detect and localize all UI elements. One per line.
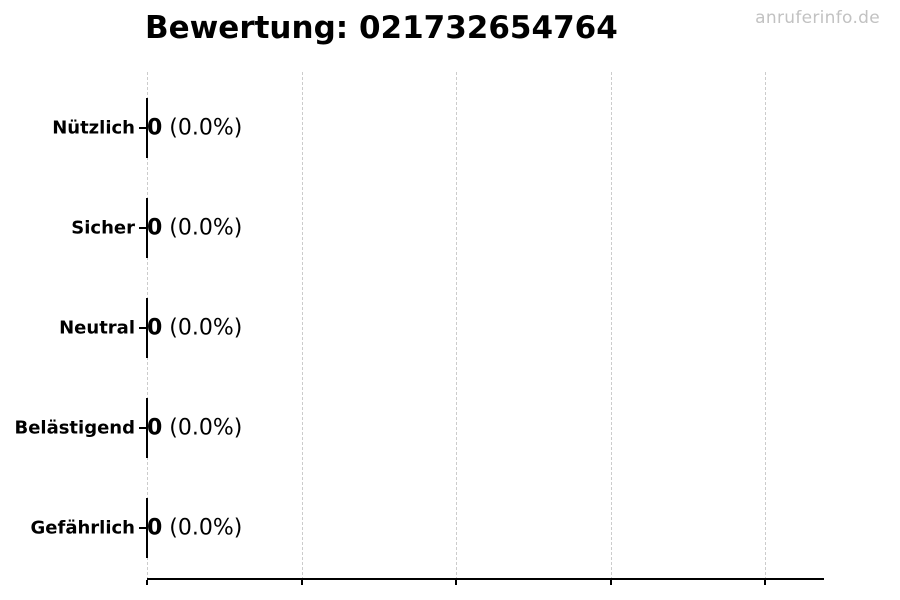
chart-title: Bewertung: 021732654764: [145, 10, 618, 46]
x-axis-line: [147, 578, 824, 580]
zero-bar: [146, 298, 148, 358]
category-tick-mark: [139, 327, 146, 329]
x-gridline: [456, 72, 457, 580]
zero-bar: [146, 198, 148, 258]
x-axis-tick: [301, 580, 303, 585]
x-axis-tick: [455, 580, 457, 585]
x-axis-tick: [764, 580, 766, 585]
bar-percentage: (0.0%): [162, 215, 243, 241]
category-label: Nützlich: [52, 117, 135, 139]
bar-value-annotation: 0 (0.0%): [147, 116, 242, 141]
category-tick-mark: [139, 527, 146, 529]
watermark-text: anruferinfo.de: [755, 8, 880, 28]
category-label: Sicher: [71, 217, 135, 239]
bar-percentage: (0.0%): [162, 515, 243, 541]
x-axis-tick: [146, 580, 148, 585]
bar-percentage: (0.0%): [162, 115, 243, 141]
zero-bar: [146, 398, 148, 458]
category-label: Gefährlich: [30, 517, 135, 539]
category-tick-mark: [139, 427, 146, 429]
plot-area: [146, 72, 824, 585]
bar-value: 0: [147, 515, 163, 541]
category-label: Neutral: [59, 317, 135, 339]
category-label: Belästigend: [14, 417, 135, 439]
bar-value: 0: [147, 215, 163, 241]
x-gridline: [302, 72, 303, 580]
bar-percentage: (0.0%): [162, 315, 243, 341]
bar-value-annotation: 0 (0.0%): [147, 316, 242, 341]
bar-percentage: (0.0%): [162, 415, 243, 441]
bar-value-annotation: 0 (0.0%): [147, 516, 242, 541]
category-tick-mark: [139, 127, 146, 129]
bar-value-annotation: 0 (0.0%): [147, 216, 242, 241]
bar-value-annotation: 0 (0.0%): [147, 416, 242, 441]
zero-bar: [146, 498, 148, 558]
x-gridline: [611, 72, 612, 580]
bar-value: 0: [147, 315, 163, 341]
bar-value: 0: [147, 115, 163, 141]
bar-value: 0: [147, 415, 163, 441]
x-axis-tick: [610, 580, 612, 585]
zero-bar: [146, 98, 148, 158]
x-gridline: [765, 72, 766, 580]
category-tick-mark: [139, 227, 146, 229]
